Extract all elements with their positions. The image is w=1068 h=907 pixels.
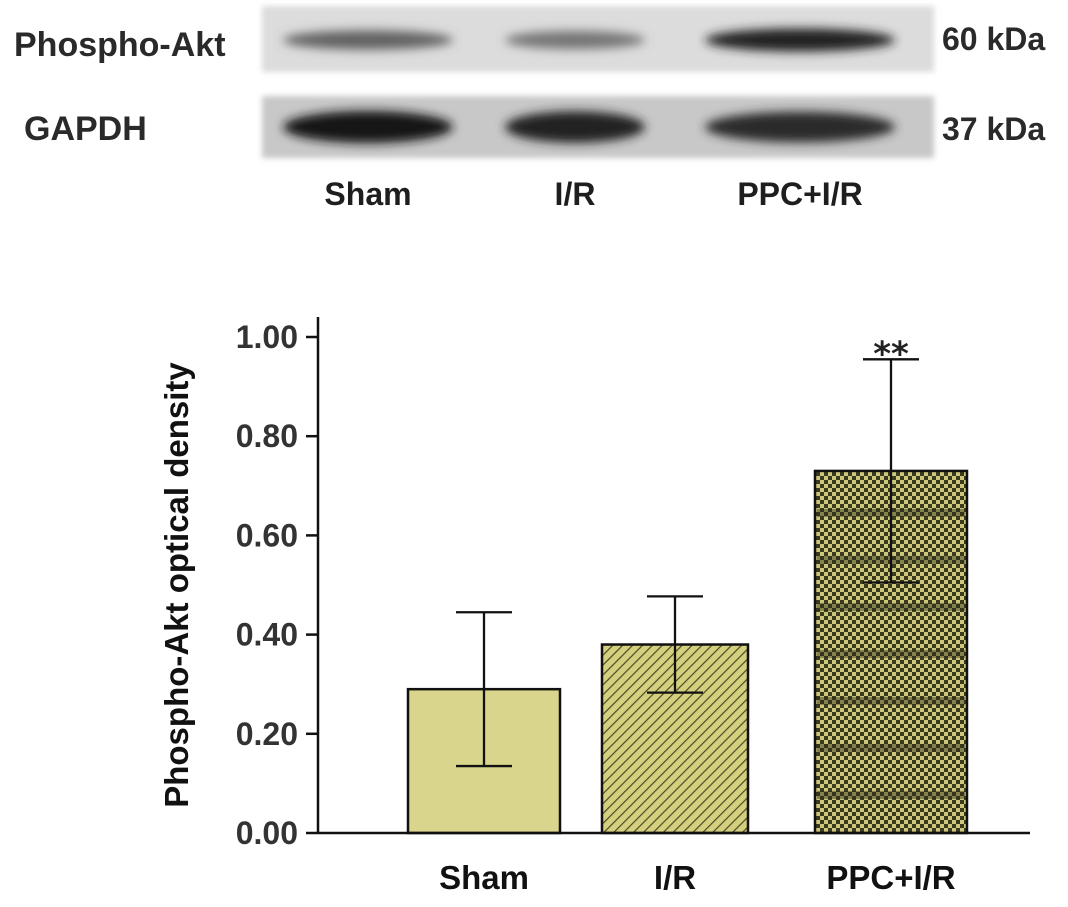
blot-band-gapdh-1 (283, 110, 453, 144)
bar-pattern-stripe (817, 790, 965, 799)
blot-size-label-37kda: 37 kDa (942, 111, 1045, 147)
blot-lane-label-sham: Sham (324, 176, 411, 212)
blot-row-label-phospho-akt: Phospho-Akt (14, 26, 226, 64)
blot-bands-gapdh (283, 110, 895, 144)
x-axis-category-labels: Sham I/R PPC+I/R (439, 859, 956, 896)
y-tick-label: 1.00 (236, 319, 298, 355)
y-tick-label: 0.00 (236, 815, 298, 851)
bar-pattern-stripe (817, 649, 965, 658)
y-axis-title: Phospho-Akt optical density (158, 362, 195, 808)
bar-pattern-stripe (817, 743, 965, 752)
blot-band-phospho-akt-2 (505, 30, 645, 50)
y-tick-label: 0.80 (236, 418, 298, 454)
blot-bands-phospho-akt (283, 28, 895, 52)
y-tick-label: 0.60 (236, 517, 298, 553)
x-category-label-sham: Sham (439, 859, 529, 896)
bars (406, 469, 969, 835)
significance-marker-ppc-i-r: ** (873, 334, 909, 374)
blot-band-gapdh-2 (505, 111, 645, 143)
bar-chart: 0.000.200.400.600.801.00 Sham I/R PPC+I/R … (158, 317, 1030, 896)
blot-band-phospho-akt-1 (283, 30, 453, 50)
blot-lane-label-ir: I/R (555, 176, 596, 212)
blot-row-label-gapdh: GAPDH (24, 110, 147, 148)
western-blot-panel: Phospho-Akt 60 kDa GAPDH 37 kDa Sham I/R… (14, 6, 1045, 212)
significance-annotations: ** (873, 334, 909, 374)
bar-pattern-stripe (817, 696, 965, 705)
blot-band-gapdh-3 (705, 111, 895, 143)
y-tick-label: 0.20 (236, 716, 298, 752)
y-tick-label: 0.40 (236, 617, 298, 653)
error-bars (456, 358, 919, 768)
y-axis-ticks: 0.00 0.20 0.40 0.60 0.80 1.00 (236, 319, 318, 851)
blot-band-phospho-akt-3 (705, 28, 895, 52)
x-category-label-ppc-i-r: PPC+I/R (826, 859, 955, 896)
blot-size-label-60kda: 60 kDa (942, 21, 1045, 57)
bar-pattern-stripe (817, 602, 965, 611)
x-category-label-i-r: I/R (654, 859, 696, 896)
blot-lane-label-ppc-ir: PPC+I/R (737, 176, 862, 212)
